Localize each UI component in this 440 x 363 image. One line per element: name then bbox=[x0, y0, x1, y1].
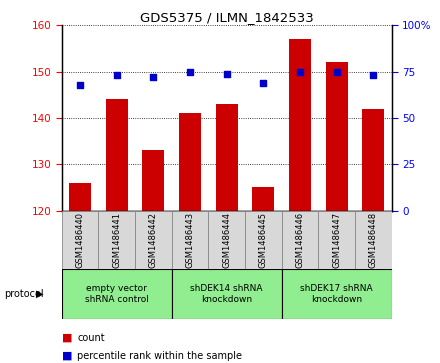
Bar bbox=[282, 269, 392, 319]
Text: empty vector
shRNA control: empty vector shRNA control bbox=[84, 284, 149, 304]
Bar bbox=[216, 104, 238, 211]
Text: GSM1486446: GSM1486446 bbox=[295, 212, 304, 268]
Bar bbox=[142, 150, 164, 211]
Point bbox=[77, 82, 84, 87]
Bar bbox=[62, 269, 172, 319]
Point bbox=[223, 71, 230, 77]
Text: GSM1486447: GSM1486447 bbox=[332, 212, 341, 268]
Text: GSM1486441: GSM1486441 bbox=[112, 212, 121, 268]
Text: GSM1486444: GSM1486444 bbox=[222, 212, 231, 268]
Bar bbox=[69, 183, 91, 211]
Point bbox=[187, 69, 194, 75]
Text: count: count bbox=[77, 333, 105, 343]
Text: shDEK17 shRNA
knockdown: shDEK17 shRNA knockdown bbox=[300, 284, 373, 304]
Text: ▶: ▶ bbox=[36, 289, 44, 299]
Title: GDS5375 / ILMN_1842533: GDS5375 / ILMN_1842533 bbox=[140, 11, 313, 24]
Point bbox=[297, 69, 304, 75]
Bar bbox=[62, 211, 98, 269]
Point bbox=[150, 74, 157, 80]
Text: GSM1486448: GSM1486448 bbox=[369, 212, 378, 268]
Bar bbox=[318, 211, 355, 269]
Text: protocol: protocol bbox=[4, 289, 44, 299]
Text: GSM1486440: GSM1486440 bbox=[75, 212, 84, 268]
Bar bbox=[355, 211, 392, 269]
Text: shDEK14 shRNA
knockdown: shDEK14 shRNA knockdown bbox=[191, 284, 263, 304]
Point bbox=[260, 80, 267, 86]
Bar bbox=[362, 109, 384, 211]
Bar bbox=[172, 269, 282, 319]
Point bbox=[113, 73, 120, 78]
Bar bbox=[98, 211, 135, 269]
Bar bbox=[245, 211, 282, 269]
Bar bbox=[252, 187, 274, 211]
Bar bbox=[179, 113, 201, 211]
Text: GSM1486442: GSM1486442 bbox=[149, 212, 158, 268]
Bar bbox=[106, 99, 128, 211]
Text: GSM1486443: GSM1486443 bbox=[185, 212, 194, 268]
Text: ■: ■ bbox=[62, 333, 72, 343]
Point bbox=[333, 69, 340, 75]
Text: percentile rank within the sample: percentile rank within the sample bbox=[77, 351, 242, 361]
Bar bbox=[289, 39, 311, 211]
Bar bbox=[208, 211, 245, 269]
Bar bbox=[172, 211, 208, 269]
Text: ■: ■ bbox=[62, 351, 72, 361]
Bar bbox=[282, 211, 318, 269]
Bar bbox=[135, 211, 172, 269]
Point bbox=[370, 73, 377, 78]
Text: GSM1486445: GSM1486445 bbox=[259, 212, 268, 268]
Bar bbox=[326, 62, 348, 211]
